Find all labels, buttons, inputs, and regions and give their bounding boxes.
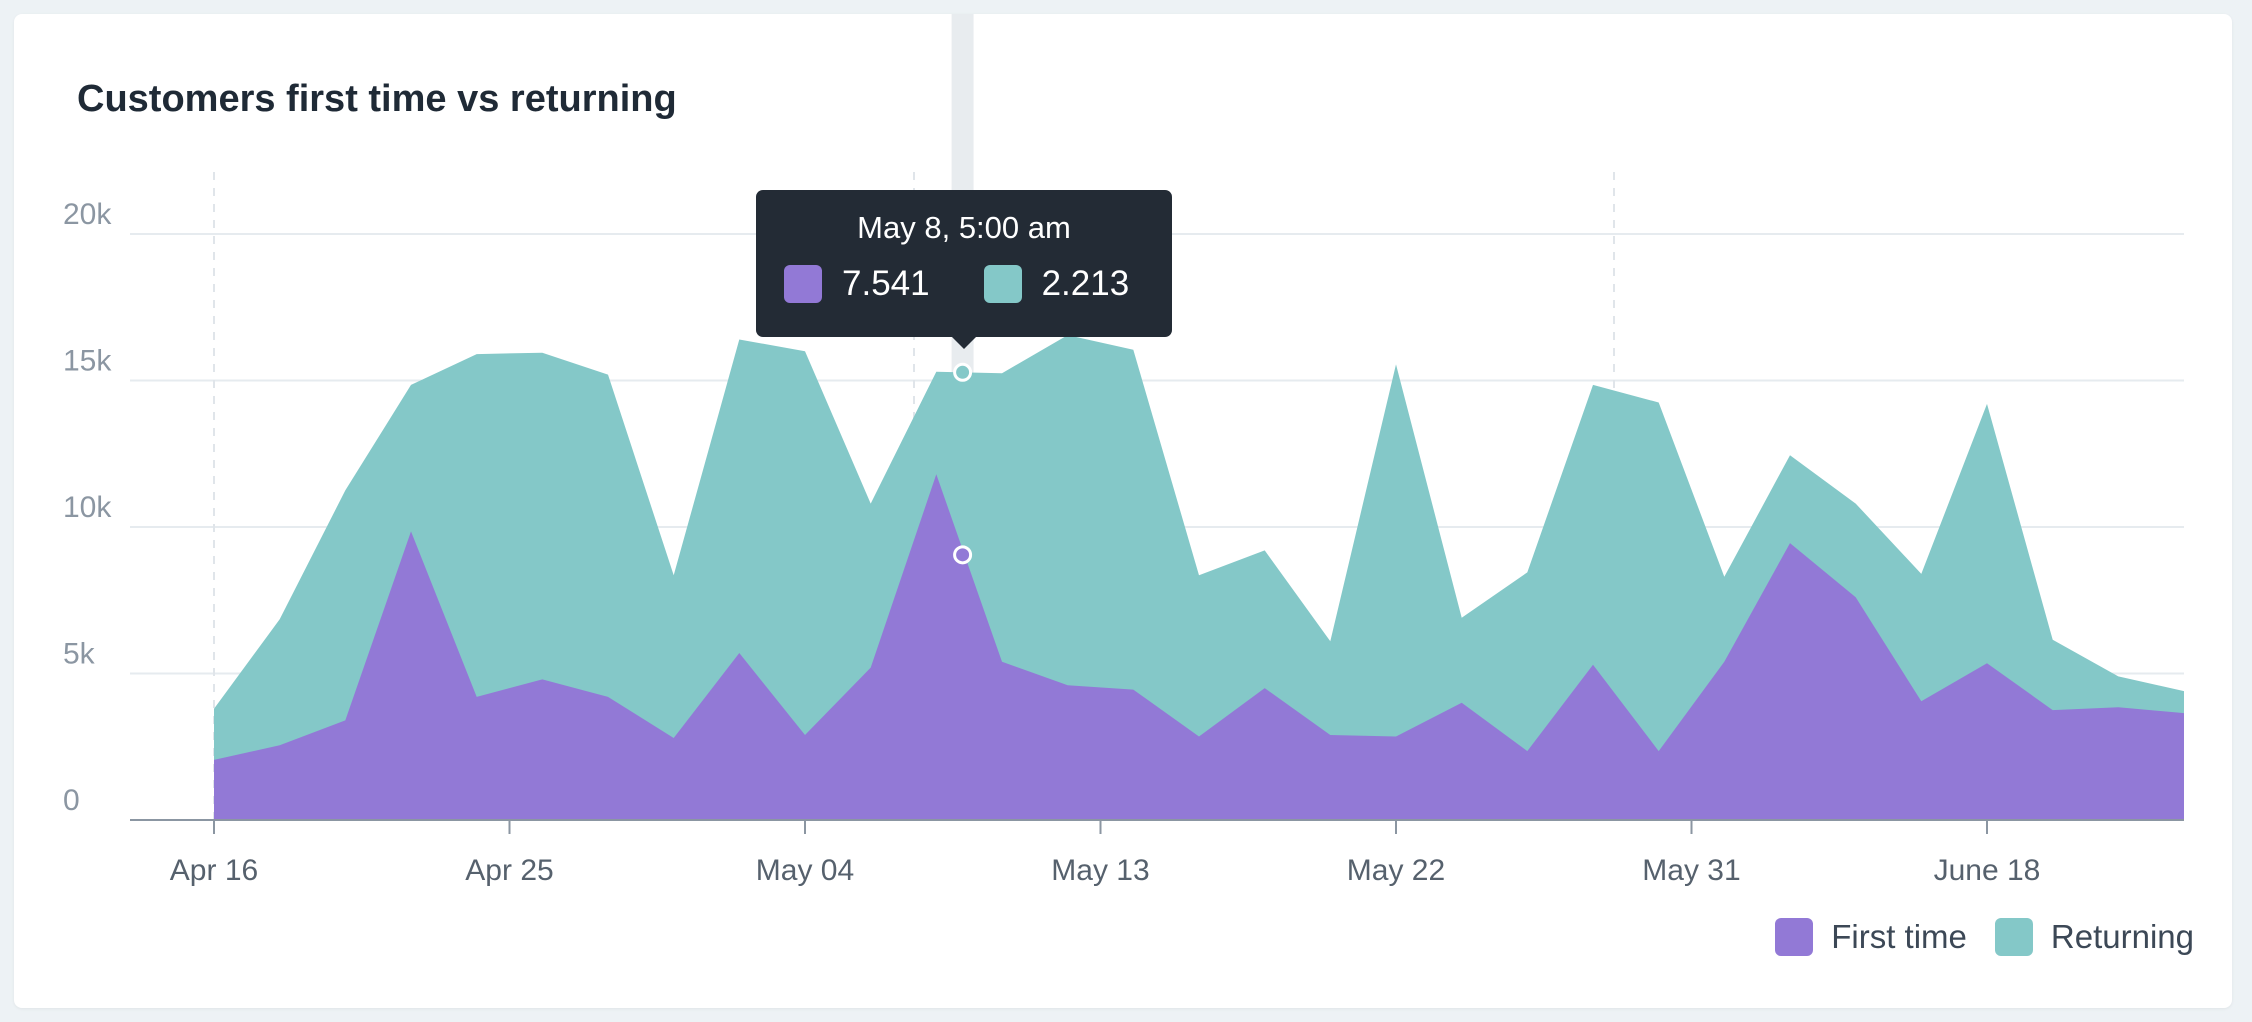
point-returning-19 bbox=[1459, 615, 1465, 621]
x-tick-label-6: June 18 bbox=[1934, 854, 2041, 887]
point-returning-23 bbox=[1721, 574, 1727, 580]
tooltip-first-time: 7.541 bbox=[784, 264, 930, 304]
legend-swatch-returning bbox=[1994, 918, 2033, 956]
x-tick-label-4: May 22 bbox=[1347, 854, 1445, 887]
point-returning-4 bbox=[474, 351, 480, 357]
point-returning-1 bbox=[277, 616, 283, 622]
point-returning-2 bbox=[342, 487, 348, 493]
legend-swatch-first-time bbox=[1775, 918, 1814, 956]
point-returning-25 bbox=[1853, 501, 1859, 507]
tooltip-returning-swatch bbox=[983, 265, 1022, 303]
point-returning-24 bbox=[1787, 452, 1793, 458]
chart-legend: First time Returning bbox=[1775, 918, 2194, 956]
x-tick-label-2: May 04 bbox=[756, 854, 854, 887]
tooltip-returning-value: 2.213 bbox=[1041, 264, 1130, 303]
point-first-time-16 bbox=[1262, 685, 1268, 691]
point-first-time-10 bbox=[868, 665, 874, 671]
point-returning-28 bbox=[2050, 637, 2056, 643]
point-returning-6 bbox=[605, 372, 611, 378]
tooltip-first-time-value: 7.541 bbox=[842, 264, 930, 303]
point-first-time-20 bbox=[1524, 748, 1530, 754]
point-first-time-25 bbox=[1853, 594, 1859, 600]
point-returning-17 bbox=[1327, 638, 1333, 644]
point-first-time-19 bbox=[1459, 700, 1465, 706]
tooltip-first-time-swatch bbox=[784, 265, 822, 303]
point-first-time-3 bbox=[408, 528, 414, 534]
point-first-time-8 bbox=[736, 650, 742, 656]
x-tick-label-0: Apr 16 bbox=[170, 854, 258, 887]
point-returning-8 bbox=[736, 336, 742, 342]
hover-marker-returning bbox=[953, 362, 973, 382]
point-first-time-26 bbox=[1918, 698, 1924, 704]
chart-tooltip: May 8, 5:00 am 7.541 2.213 bbox=[756, 190, 1172, 349]
point-first-time-6 bbox=[605, 694, 611, 700]
point-first-time-12 bbox=[999, 659, 1005, 665]
y-tick-label-0: 0 bbox=[63, 784, 80, 817]
point-returning-22 bbox=[1656, 399, 1662, 405]
point-returning-3 bbox=[408, 382, 414, 388]
point-returning-5 bbox=[539, 350, 545, 356]
point-returning-11 bbox=[933, 369, 939, 375]
tooltip-values: 7.541 2.213 bbox=[784, 264, 1183, 304]
point-returning-18 bbox=[1393, 361, 1399, 367]
point-first-time-9 bbox=[802, 732, 808, 738]
point-first-time-11 bbox=[933, 471, 939, 477]
point-first-time-1 bbox=[277, 742, 283, 748]
point-first-time-30 bbox=[2181, 710, 2187, 716]
x-tick-label-1: Apr 25 bbox=[465, 854, 553, 887]
point-first-time-24 bbox=[1787, 540, 1793, 546]
point-first-time-17 bbox=[1327, 732, 1333, 738]
point-first-time-22 bbox=[1656, 748, 1662, 754]
chart-title: Customers first time vs returning bbox=[77, 78, 677, 120]
point-first-time-5 bbox=[539, 676, 545, 682]
legend-item-returning[interactable]: Returning bbox=[1994, 918, 2194, 956]
point-first-time-18 bbox=[1393, 733, 1399, 739]
y-tick-label-20k: 20k bbox=[63, 198, 112, 231]
point-returning-0 bbox=[211, 706, 217, 712]
point-returning-26 bbox=[1918, 571, 1924, 577]
point-returning-9 bbox=[802, 348, 808, 354]
point-first-time-21 bbox=[1590, 662, 1596, 668]
point-first-time-27 bbox=[1984, 660, 1990, 666]
point-first-time-29 bbox=[2115, 704, 2121, 710]
point-returning-7 bbox=[671, 572, 677, 578]
legend-label-first-time: First time bbox=[1831, 918, 1967, 955]
point-first-time-15 bbox=[1196, 733, 1202, 739]
point-first-time-14 bbox=[1130, 687, 1136, 693]
point-first-time-4 bbox=[474, 694, 480, 700]
point-returning-20 bbox=[1524, 569, 1530, 575]
point-first-time-7 bbox=[671, 735, 677, 741]
point-returning-14 bbox=[1130, 347, 1136, 353]
point-returning-29 bbox=[2115, 673, 2121, 679]
point-returning-10 bbox=[868, 501, 874, 507]
point-first-time-23 bbox=[1721, 659, 1727, 665]
legend-label-returning: Returning bbox=[2050, 918, 2194, 955]
point-returning-27 bbox=[1984, 401, 1990, 407]
point-returning-21 bbox=[1590, 382, 1596, 388]
legend-item-first-time[interactable]: First time bbox=[1775, 918, 1967, 956]
y-tick-label-5k: 5k bbox=[63, 638, 96, 671]
area-first-time bbox=[214, 474, 2184, 820]
point-first-time-13 bbox=[1065, 682, 1071, 688]
point-returning-16 bbox=[1262, 547, 1268, 553]
hover-marker-first-time bbox=[953, 545, 973, 565]
x-tick-label-5: May 31 bbox=[1642, 854, 1740, 887]
y-tick-label-10k: 10k bbox=[63, 491, 112, 524]
x-tick-label-3: May 13 bbox=[1051, 854, 1149, 887]
tooltip-returning: 2.213 bbox=[983, 264, 1130, 304]
point-first-time-2 bbox=[342, 717, 348, 723]
y-tick-label-15k: 15k bbox=[63, 345, 112, 378]
point-returning-30 bbox=[2181, 688, 2187, 694]
point-returning-15 bbox=[1196, 572, 1202, 578]
tooltip-date: May 8, 5:00 am bbox=[857, 210, 1071, 245]
point-returning-12 bbox=[999, 370, 1005, 376]
point-first-time-28 bbox=[2050, 707, 2056, 713]
point-first-time-0 bbox=[211, 757, 217, 763]
